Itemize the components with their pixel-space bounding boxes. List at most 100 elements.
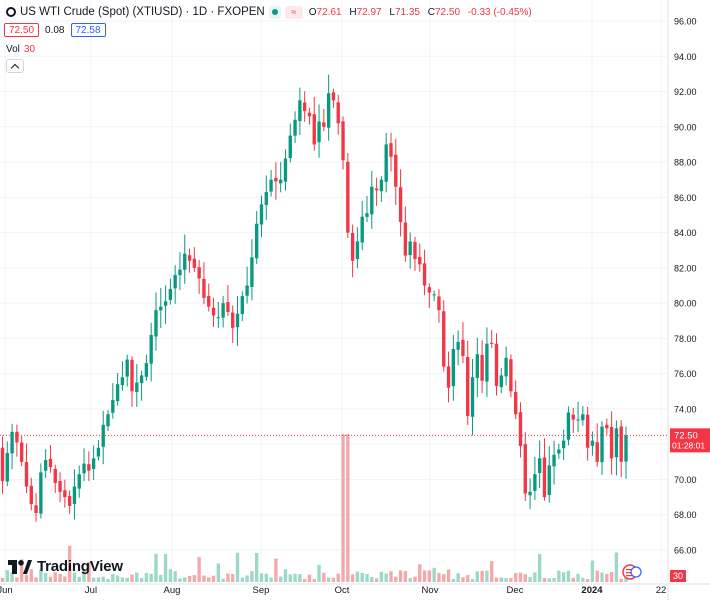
candle-body (523, 444, 527, 494)
volume-bar (168, 569, 173, 582)
y-tick-label: 96.00 (674, 17, 697, 27)
x-tick-label: Jul (85, 585, 97, 596)
candle-body (408, 241, 412, 256)
volume-bar (144, 572, 149, 582)
volume-legend: Vol 30 (6, 44, 35, 55)
candle-body (29, 485, 33, 505)
volume-bar (111, 574, 115, 582)
candle-body (96, 447, 101, 457)
volume-bar (389, 571, 393, 582)
candle-body (130, 359, 134, 392)
candle-body (216, 317, 221, 319)
candle-body (15, 431, 19, 443)
candle-body (302, 102, 307, 111)
x-tick-label: 22 (656, 585, 667, 596)
candle-body (288, 135, 292, 159)
candle-body (197, 267, 201, 279)
volume-bar (432, 567, 436, 582)
volume-bar (120, 577, 125, 582)
candle-body (451, 348, 456, 387)
volume-bar (106, 578, 110, 582)
volume-bar (197, 557, 201, 582)
y-tick-label: 78.00 (674, 334, 697, 344)
x-tick-label: Aug (164, 585, 181, 596)
volume-bar (331, 577, 336, 582)
volume-bar (183, 577, 187, 582)
candle-body (614, 428, 619, 458)
volume-bar (211, 575, 216, 582)
collapse-legend-button[interactable] (6, 59, 24, 73)
candle-body (518, 412, 523, 446)
candle-body (537, 458, 542, 474)
volume-bar (552, 578, 556, 582)
candle-body (499, 375, 503, 388)
candle-body (360, 216, 364, 243)
candle-body (163, 301, 168, 306)
volume-bar (274, 558, 278, 582)
candle-body (149, 334, 153, 364)
compare-icon[interactable]: ≈ (284, 5, 303, 19)
candle-body (240, 296, 244, 315)
volume-bar (264, 573, 268, 582)
volume-bar (101, 576, 105, 582)
volume-bar (0, 577, 5, 582)
logo-text: TradingView (37, 558, 123, 575)
candle-body (470, 377, 475, 417)
y-tick-label: 80.00 (674, 299, 697, 309)
volume-bar (336, 573, 340, 582)
volume-bar (341, 434, 345, 582)
buy-button[interactable]: 72.58 (70, 23, 106, 37)
volume-bar (403, 571, 408, 582)
candle-body (475, 354, 479, 379)
volume-bar (322, 572, 326, 582)
volume-bar (547, 578, 551, 582)
volume-bar (192, 575, 197, 582)
volume-bar (408, 578, 412, 582)
x-tick-label: Nov (422, 585, 439, 596)
candle-body (173, 274, 177, 289)
volume-bar (159, 574, 163, 582)
candle-body (226, 302, 230, 312)
candle-body (0, 447, 5, 482)
volume-bar (355, 571, 360, 582)
candle-body (269, 179, 273, 192)
volume-bar (374, 578, 379, 582)
candle-body (485, 343, 489, 382)
volume-bar (528, 577, 532, 582)
x-tick-label: 2024 (581, 585, 603, 596)
candle-body (125, 359, 129, 377)
candle-body (413, 241, 417, 260)
volume-bar (24, 574, 29, 582)
candle-body (590, 440, 595, 446)
symbol-title[interactable]: US WTI Crude (Spot) (XTIUSD) · 1D · FXOP… (20, 6, 265, 18)
candle-body (490, 342, 494, 344)
volume-bar (557, 570, 561, 582)
candle-body (293, 119, 297, 136)
candle-body (221, 303, 225, 318)
y-tick-label: 66.00 (674, 546, 697, 556)
volume-bar (91, 577, 96, 582)
volume-bar (427, 570, 432, 582)
volume-bar (5, 570, 9, 582)
candle-body (144, 363, 149, 377)
candle-body (10, 431, 14, 454)
y-tick-label: 92.00 (674, 87, 697, 97)
volume-bar (15, 577, 19, 582)
candle-body (53, 468, 57, 483)
volume-bar (221, 578, 225, 582)
volume-bar (307, 574, 312, 582)
volume-bar (456, 573, 460, 582)
volume-bar (451, 578, 456, 582)
candle-body (192, 258, 197, 268)
volume-bar (96, 577, 101, 582)
volume-bar (475, 571, 479, 582)
volume-bar (317, 564, 321, 582)
candle-body (211, 307, 216, 316)
y-tick-label: 68.00 (674, 510, 697, 520)
volume-bar (235, 552, 240, 582)
candle-body (63, 490, 67, 498)
volume-bar (20, 559, 24, 582)
candle-body (403, 222, 408, 256)
sell-button[interactable]: 72.50 (4, 23, 40, 37)
